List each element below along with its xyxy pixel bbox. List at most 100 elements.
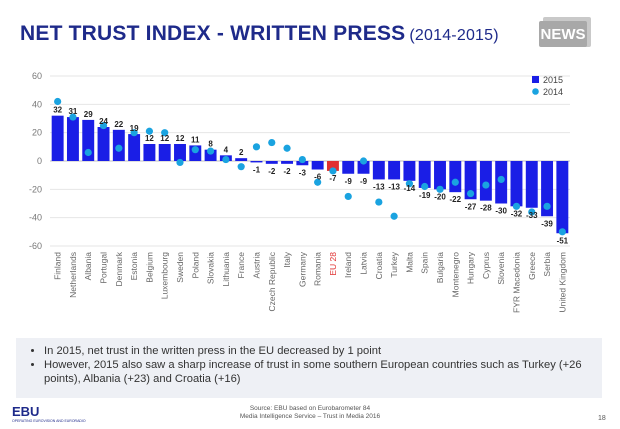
bar-croatia: [372, 161, 385, 180]
bar-sweden: [174, 144, 186, 161]
value-label-croatia: -13: [373, 182, 385, 191]
bullet-1: In 2015, net trust in the written press …: [44, 344, 592, 358]
x-label-ireland: Ireland: [343, 252, 353, 278]
dot-albania: [84, 148, 92, 157]
value-label-luxembourg: 12: [160, 134, 169, 143]
x-label-denmark: Denmark: [114, 251, 124, 286]
x-label-turkey: Turkey: [389, 251, 399, 277]
bar-serbia: [541, 161, 554, 217]
x-label-fyr-macedonia: FYR Macedonia: [511, 252, 521, 313]
x-label-cyprus: Cyprus: [481, 252, 491, 279]
value-label-netherlands: 31: [68, 107, 77, 116]
bar-italy: [281, 161, 294, 164]
value-label-slovenia: -30: [495, 207, 507, 216]
dot-netherlands: [69, 113, 77, 121]
dot-finland: [54, 97, 62, 106]
bars-2015: [51, 115, 569, 234]
x-label-greece: Greece: [527, 252, 537, 280]
value-label-poland: 11: [191, 135, 200, 144]
dot-slovenia: [497, 175, 505, 184]
value-label-serbia: -39: [541, 219, 553, 228]
title-main: NET TRUST INDEX - WRITTEN PRESS: [20, 22, 406, 45]
dot-greece: [528, 208, 536, 216]
net-trust-chart: 60 40 20 0 -20 -40 -60 32 31 29 24 22 19 12 12 12 11 8 4 2…: [29, 71, 570, 313]
x-label-slovenia: Slovenia: [496, 252, 506, 285]
x-label-italy: Italy: [282, 251, 292, 267]
dot-united-kingdom: [558, 228, 566, 236]
dot-latvia: [359, 157, 368, 165]
value-label-france: 2: [239, 148, 244, 157]
dot-luxembourg: [161, 129, 169, 137]
bar-belgium: [143, 144, 156, 161]
bar-malta: [403, 161, 416, 181]
value-label-greece: -33: [526, 211, 538, 220]
value-label-slovakia: 8: [208, 140, 213, 149]
dot-ireland: [344, 192, 352, 201]
value-label-montenegro: -22: [450, 195, 462, 204]
dot-denmark: [115, 144, 123, 152]
dot-portugal: [99, 121, 108, 130]
bar-united-kingdom: [556, 161, 569, 234]
value-label-fyr-macedonia: -32: [511, 209, 523, 218]
value-label-bulgaria: -20: [434, 192, 446, 201]
y-tick-label: -60: [29, 241, 42, 251]
x-label-slovakia: Slovakia: [206, 252, 216, 284]
dot-romania: [314, 178, 322, 186]
x-label-hungary: Hungary: [466, 251, 476, 284]
dot-serbia: [543, 202, 551, 210]
value-label-united-kingdom: -51: [557, 236, 569, 245]
value-label-turkey: -13: [388, 182, 400, 191]
value-label-romania: -6: [314, 173, 322, 182]
value-label-portugal: 24: [99, 117, 108, 126]
x-label-poland: Poland: [190, 252, 200, 279]
bar-albania: [82, 119, 95, 161]
dot-turkey: [390, 212, 398, 220]
ebu-logo-tagline: OPERATING EUROVISION AND EURORADIO: [12, 419, 86, 423]
value-label-germany: -3: [299, 168, 307, 177]
dot-hungary: [466, 189, 475, 198]
x-label-montenegro: Montenegro: [450, 252, 460, 298]
dot-bulgaria: [436, 185, 444, 193]
value-label-spain: -19: [419, 191, 431, 200]
value-label-ireland: -9: [345, 177, 353, 186]
x-label-albania: Albania: [83, 252, 93, 281]
bar-fyr-macedonia: [510, 161, 523, 207]
bar-romania: [311, 161, 324, 170]
title-years: (2014-2015): [409, 27, 499, 44]
news-icon-label: NEWS: [541, 26, 586, 43]
bar-luxembourg: [158, 144, 171, 161]
legend-label-2014: 2014: [543, 87, 563, 97]
x-label-czech-republic: Czech Republic: [267, 251, 277, 311]
summary-box: In 2015, net trust in the written press …: [16, 338, 602, 398]
value-label-cyprus: -28: [480, 204, 492, 213]
value-label-finland: 32: [53, 106, 62, 115]
value-label-sweden: 12: [176, 134, 185, 143]
value-label-latvia: -9: [360, 177, 368, 186]
value-label-belgium: 12: [145, 134, 154, 143]
source-line-2: Media Intelligence Service – Trust in Me…: [239, 413, 381, 420]
value-label-czech-republic: -2: [268, 167, 276, 176]
legend-swatch-2015: [532, 76, 539, 83]
x-label-germany: Germany: [297, 251, 307, 287]
bar-turkey: [388, 161, 401, 180]
x-label-finland: Finland: [53, 252, 63, 280]
dot-cyprus: [482, 181, 490, 189]
value-label-hungary: -27: [465, 202, 477, 211]
bar-portugal: [97, 127, 110, 161]
bar-hungary: [464, 161, 477, 200]
bar-latvia: [357, 161, 370, 174]
slide-title: NET TRUST INDEX - WRITTEN PRESS (2014-201…: [20, 22, 499, 46]
bar-austria: [250, 161, 263, 163]
x-label-bulgaria: Bulgaria: [435, 252, 445, 283]
value-label-eu-28: -7: [329, 174, 337, 183]
legend: 2015 2014: [532, 75, 563, 97]
dot-france: [237, 163, 245, 171]
x-label-latvia: Latvia: [359, 252, 369, 275]
x-label-serbia: Serbia: [542, 252, 552, 277]
bar-spain: [418, 161, 431, 188]
value-label-lithuania: 4: [224, 145, 229, 154]
bar-bulgaria: [434, 161, 446, 190]
dot-montenegro: [451, 178, 459, 186]
bar-czech-republic: [265, 161, 278, 164]
